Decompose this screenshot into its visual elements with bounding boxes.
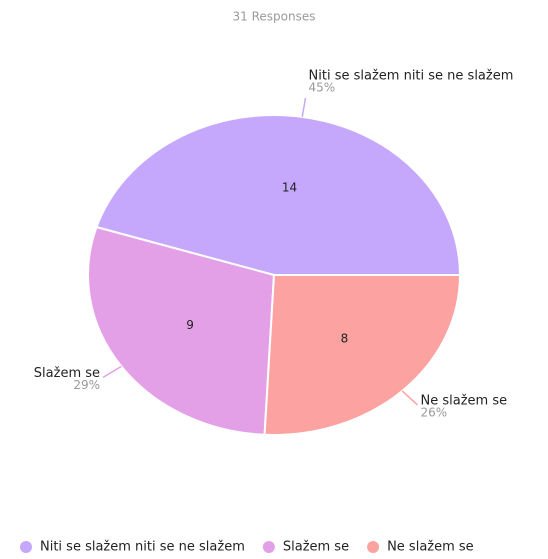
leader-line xyxy=(301,97,307,117)
slice-category-label: Ne slažem se xyxy=(421,393,508,408)
pie-slice xyxy=(263,274,462,436)
slice-percent-label: 29% xyxy=(73,378,100,392)
leader-line xyxy=(401,390,419,406)
legend-label: Ne slažem se xyxy=(387,540,474,555)
slice-percent-label: 45% xyxy=(309,80,336,94)
legend-label: Niti se slažem niti se ne slažem xyxy=(40,540,245,555)
legend-label: Slažem se xyxy=(283,540,349,555)
slice-category-label: Slažem se xyxy=(34,366,100,381)
leader-line xyxy=(102,365,122,379)
slice-value-label: 9 xyxy=(186,318,194,332)
chart-subtitle: 31 Responses xyxy=(233,10,316,24)
slice-category-label: Niti se slažem niti se ne slažem xyxy=(309,68,514,83)
slice-value-label: 14 xyxy=(282,181,297,195)
legend-swatch xyxy=(20,541,32,553)
slice-value-label: 8 xyxy=(341,331,349,345)
legend-swatch xyxy=(262,541,275,553)
pie-slice xyxy=(95,114,462,276)
legend-swatch xyxy=(367,541,380,553)
slice-percent-label: 26% xyxy=(421,405,448,419)
